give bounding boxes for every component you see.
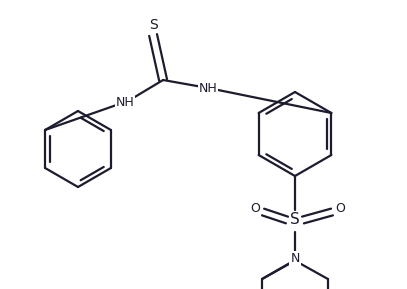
Text: S: S <box>290 212 300 227</box>
Text: NH: NH <box>199 81 217 95</box>
Text: O: O <box>250 201 260 214</box>
Text: S: S <box>149 18 158 32</box>
Text: NH: NH <box>116 95 134 108</box>
Text: O: O <box>335 201 345 214</box>
Text: N: N <box>290 251 300 264</box>
